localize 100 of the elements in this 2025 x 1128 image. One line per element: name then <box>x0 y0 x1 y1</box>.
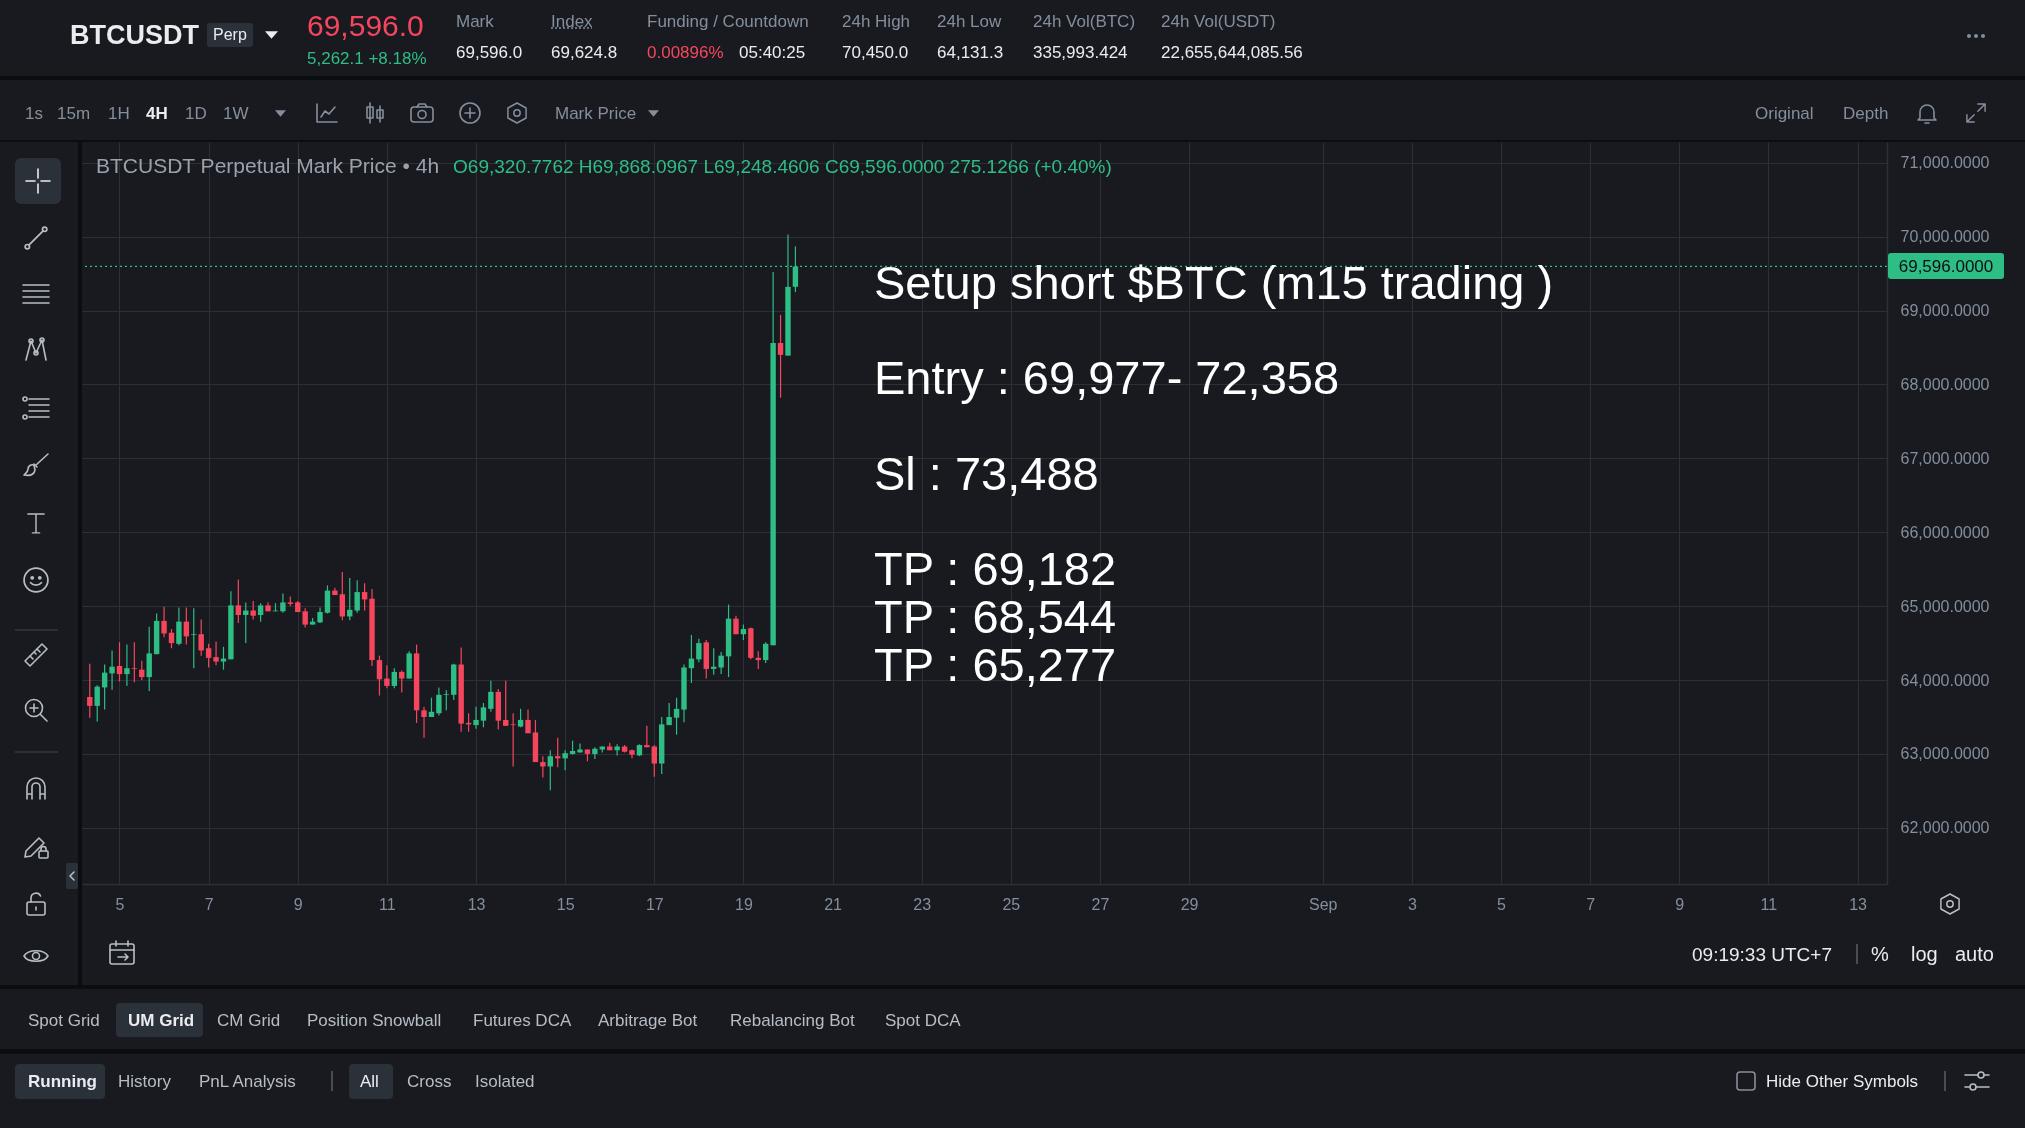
candlestick <box>146 626 152 692</box>
annotation: Sl : 73,488 <box>874 446 1099 500</box>
candlestick <box>443 689 450 711</box>
annotation: TP : 69,182 <box>874 541 1117 595</box>
candlestick <box>94 684 100 723</box>
x-tick-label: 11 <box>379 895 396 913</box>
text: Spot DCA <box>885 1010 961 1030</box>
y-tick-label: 63,000.0000 <box>1900 745 1990 763</box>
x-tick-label: 23 <box>913 895 932 913</box>
y-tick-label: 67,000.0000 <box>1900 449 1990 467</box>
candlestick <box>480 702 487 728</box>
candlestick <box>205 643 212 669</box>
y-tick-label: 69,000.0000 <box>1900 302 1990 319</box>
candlestick <box>176 607 182 646</box>
text: 09:19:33 UTC+7 <box>1692 943 1832 965</box>
y-tick-label: 62,000.0000 <box>1900 819 1990 837</box>
x-tick-label: 9 <box>1675 895 1685 913</box>
candlestick <box>302 607 308 629</box>
text: 24h High <box>842 11 911 31</box>
text: BTCUSDT Perpetual Mark Price • 4h <box>96 154 440 177</box>
y-tick-label: 68,000.0000 <box>1900 375 1990 393</box>
candlestick <box>777 314 784 399</box>
text: Original <box>1755 103 1814 123</box>
candlestick <box>696 638 702 663</box>
text: 15m <box>57 103 91 123</box>
text: 4H <box>146 103 168 123</box>
annotation: Entry : 69,977- 72,358 <box>874 350 1340 404</box>
candlestick <box>280 592 286 614</box>
candlestick <box>235 578 242 624</box>
text: 69,596.0 <box>307 9 424 42</box>
candlestick <box>763 641 769 664</box>
text: 69,624.8 <box>551 42 618 62</box>
text: 5,262.1 +8.18% <box>307 48 427 68</box>
text: auto <box>1955 943 1994 965</box>
text: Position Snowball <box>307 1010 442 1030</box>
ref-line-label: 69,596.0000 <box>1897 256 1995 276</box>
text: 1W <box>223 103 249 123</box>
text: 70,450.0 <box>842 42 909 62</box>
text: 335,993.424 <box>1033 42 1128 62</box>
y-tick-label: 66,000.0000 <box>1900 523 1990 541</box>
x-tick-label: 5 <box>115 895 125 913</box>
text: UM Grid <box>128 1010 195 1030</box>
text: Running <box>28 1071 97 1091</box>
candlestick <box>250 600 256 621</box>
candlestick <box>651 744 657 778</box>
text: Isolated <box>475 1071 535 1091</box>
text: 64,131.3 <box>937 42 1004 62</box>
text: 1s <box>25 103 43 123</box>
text: BTCUSDT <box>70 19 199 50</box>
text: Futures DCA <box>473 1010 572 1030</box>
text: 22,655,644,085.56 <box>1161 42 1303 62</box>
text: % <box>1871 943 1889 965</box>
candlestick <box>257 602 264 623</box>
text: Depth <box>1843 103 1889 123</box>
candlestick <box>673 697 680 736</box>
x-tick-label: 11 <box>1760 895 1778 913</box>
x-tick-label: 9 <box>293 895 303 913</box>
text: 1D <box>185 103 207 123</box>
text: Index <box>551 11 593 31</box>
candlestick <box>540 755 546 779</box>
candlestick <box>116 641 123 683</box>
candlestick <box>87 663 93 719</box>
text: Cross <box>407 1071 452 1091</box>
x-tick-label: 15 <box>556 895 575 913</box>
candlestick <box>577 742 583 754</box>
x-tick-label: 5 <box>1497 895 1507 913</box>
text: O69,320.7762 H69,868.0967 L69,248.4606 C69,596.0000 275.1266 (+0.40%) <box>453 156 1112 177</box>
candlestick <box>161 606 167 638</box>
x-tick-label: 13 <box>1849 895 1868 913</box>
text: Perp <box>213 26 247 43</box>
y-tick-label: 65,000.0000 <box>1900 597 1990 615</box>
candlestick <box>131 641 138 683</box>
candlestick <box>562 749 568 771</box>
candlestick <box>592 746 598 760</box>
text: Spot Grid <box>28 1010 100 1030</box>
x-tick-label: 19 <box>735 895 753 913</box>
text: log <box>1911 943 1938 965</box>
y-tick-label: 70,000.0000 <box>1900 228 1990 246</box>
candlestick <box>473 706 479 730</box>
candlestick <box>399 669 405 694</box>
text: Hide Other Symbols <box>1766 1071 1919 1091</box>
text: 05:40:25 <box>739 42 806 62</box>
candlestick <box>488 680 494 713</box>
candlestick <box>718 651 724 675</box>
annotation: Setup short $BTC (m15 trading ) <box>874 255 1554 309</box>
x-tick-label: 29 <box>1180 895 1199 913</box>
text: Mark <box>456 11 494 31</box>
text: All <box>360 1071 379 1091</box>
x-tick-label: 17 <box>645 895 664 913</box>
text: PnL Analysis <box>199 1071 296 1091</box>
candlestick <box>510 712 516 768</box>
x-tick-label: 7 <box>204 895 214 913</box>
text: 1H <box>108 103 130 123</box>
text: 24h Vol(BTC) <box>1033 11 1136 31</box>
y-tick-label: 64,000.0000 <box>1900 671 1990 689</box>
text: Rebalancing Bot <box>730 1010 855 1030</box>
text: 0.00896% <box>647 42 724 62</box>
text: Mark Price <box>555 103 637 123</box>
x-tick-label: 25 <box>1002 895 1021 913</box>
candlestick <box>354 579 360 614</box>
